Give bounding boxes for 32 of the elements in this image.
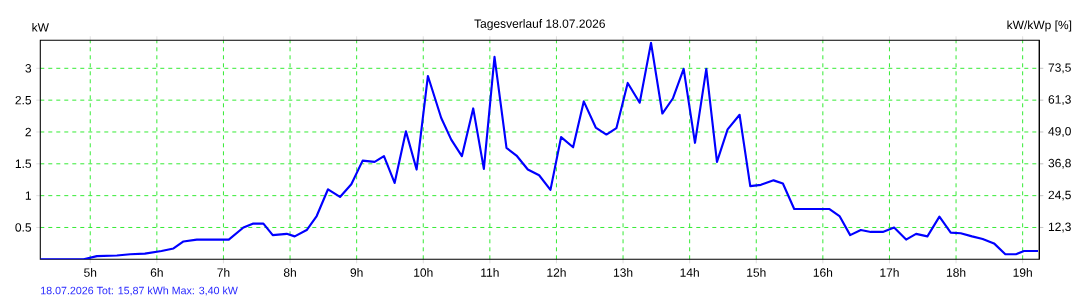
x-tick-label: 11h [481,268,499,277]
x-tick-label: 5h [84,268,97,277]
y-axis-title: kW [32,22,49,32]
y2-tick-label: 12,3 [1048,222,1071,233]
y2-axis-title: kW/kWp [%] [1007,20,1072,32]
x-tick-label: 12h [547,268,566,277]
y2-tick-label: 49,0 [1048,127,1071,137]
x-tick-label: 19h [1013,268,1032,277]
y-tick-label: 3 [25,64,32,73]
x-tick-label: 9h [350,268,363,277]
y2-tick-label: 73,5 [1048,63,1071,74]
x-tick-label: 13h [613,268,633,277]
y2-tick-label: 24,5 [1048,190,1071,201]
x-tick-label: 6h [150,268,163,277]
x-tick-label: 17h [880,268,899,277]
x-tick-label: 7h [217,268,230,277]
x-tick-label: 15h [747,268,766,277]
x-tick-label: 16h [813,268,833,277]
line-series [40,41,1040,260]
y2-tick-label: 61,3 [1048,95,1071,106]
y2-tick-label: 36,8 [1048,158,1071,169]
text: 18.07.2026 Tot: 15,87 kWh Max: 3,40 kW [41,286,238,296]
y-tick-label: 2 [25,127,31,137]
x-tick-label: 14h [680,268,699,277]
y-tick-label: 1.5 [15,159,32,169]
x-tick-label: 10h [414,268,433,277]
y-tick-label: 2.5 [15,95,32,105]
x-tick-label: 18h [946,268,966,277]
chart-title: Tagesverlauf 18.07.2026 [474,19,605,31]
x-tick-label: 8h [283,268,296,277]
y-tick-label: 1 [25,191,31,200]
y-tick-label: 0.5 [15,223,32,232]
